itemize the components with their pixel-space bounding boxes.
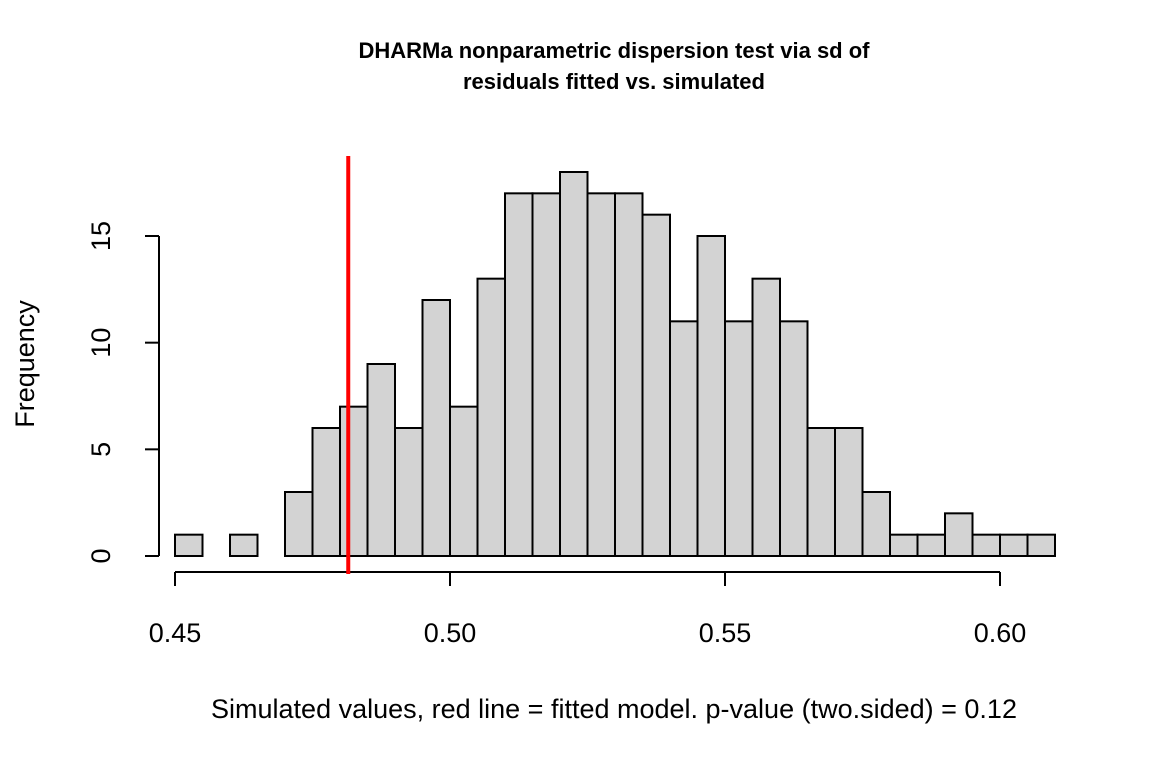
histogram-bar (339, 405, 369, 557)
histogram-bar (971, 533, 1001, 558)
y-tick-label: 0 (86, 548, 116, 563)
x-axis-label: Simulated values, red line = fitted mode… (211, 694, 1017, 724)
y-tick-label: 15 (86, 221, 116, 251)
histogram-bar (504, 192, 534, 557)
histogram-bar (779, 320, 809, 558)
histogram-bar (724, 320, 754, 558)
histogram-bar (916, 533, 946, 558)
histogram-bar (751, 277, 781, 557)
x-tick-label: 0.55 (699, 618, 752, 648)
histogram-bar (476, 277, 506, 557)
y-axis-label: Frequency (10, 300, 40, 428)
histogram-bars (174, 171, 1056, 558)
histogram-bar (889, 533, 919, 558)
histogram-bar (284, 491, 314, 557)
x-tick-label: 0.50 (424, 618, 477, 648)
histogram-bar (999, 533, 1029, 558)
histogram-bar (174, 533, 204, 558)
x-axis: 0.45 0.50 0.55 0.60 (149, 571, 1027, 648)
histogram-bar (834, 427, 864, 557)
histogram-bar (1026, 533, 1056, 558)
histogram-bar (861, 491, 891, 557)
histogram-bar (559, 171, 589, 557)
histogram-bar (311, 427, 341, 557)
histogram-bar (421, 299, 451, 557)
chart-title-line-1: DHARMa nonparametric dispersion test via… (359, 38, 871, 63)
x-tick-label: 0.60 (974, 618, 1027, 648)
histogram-bar (641, 213, 671, 558)
histogram-bar (696, 235, 726, 557)
chart-title-line-2: residuals fitted vs. simulated (463, 69, 765, 94)
x-tick-label: 0.45 (149, 618, 202, 648)
histogram-bar (944, 512, 974, 557)
histogram-bar (229, 533, 259, 558)
histogram-bar (366, 363, 396, 557)
histogram-bar (614, 192, 644, 557)
histogram-bar (449, 405, 479, 557)
histogram-bar (806, 427, 836, 557)
y-axis: 0 5 10 15 (86, 221, 160, 564)
histogram-bar (586, 192, 616, 557)
histogram-bar (394, 427, 424, 557)
y-tick-label: 5 (86, 442, 116, 457)
y-tick-label: 10 (86, 328, 116, 358)
histogram-bar (531, 192, 561, 557)
histogram-bar (669, 320, 699, 558)
